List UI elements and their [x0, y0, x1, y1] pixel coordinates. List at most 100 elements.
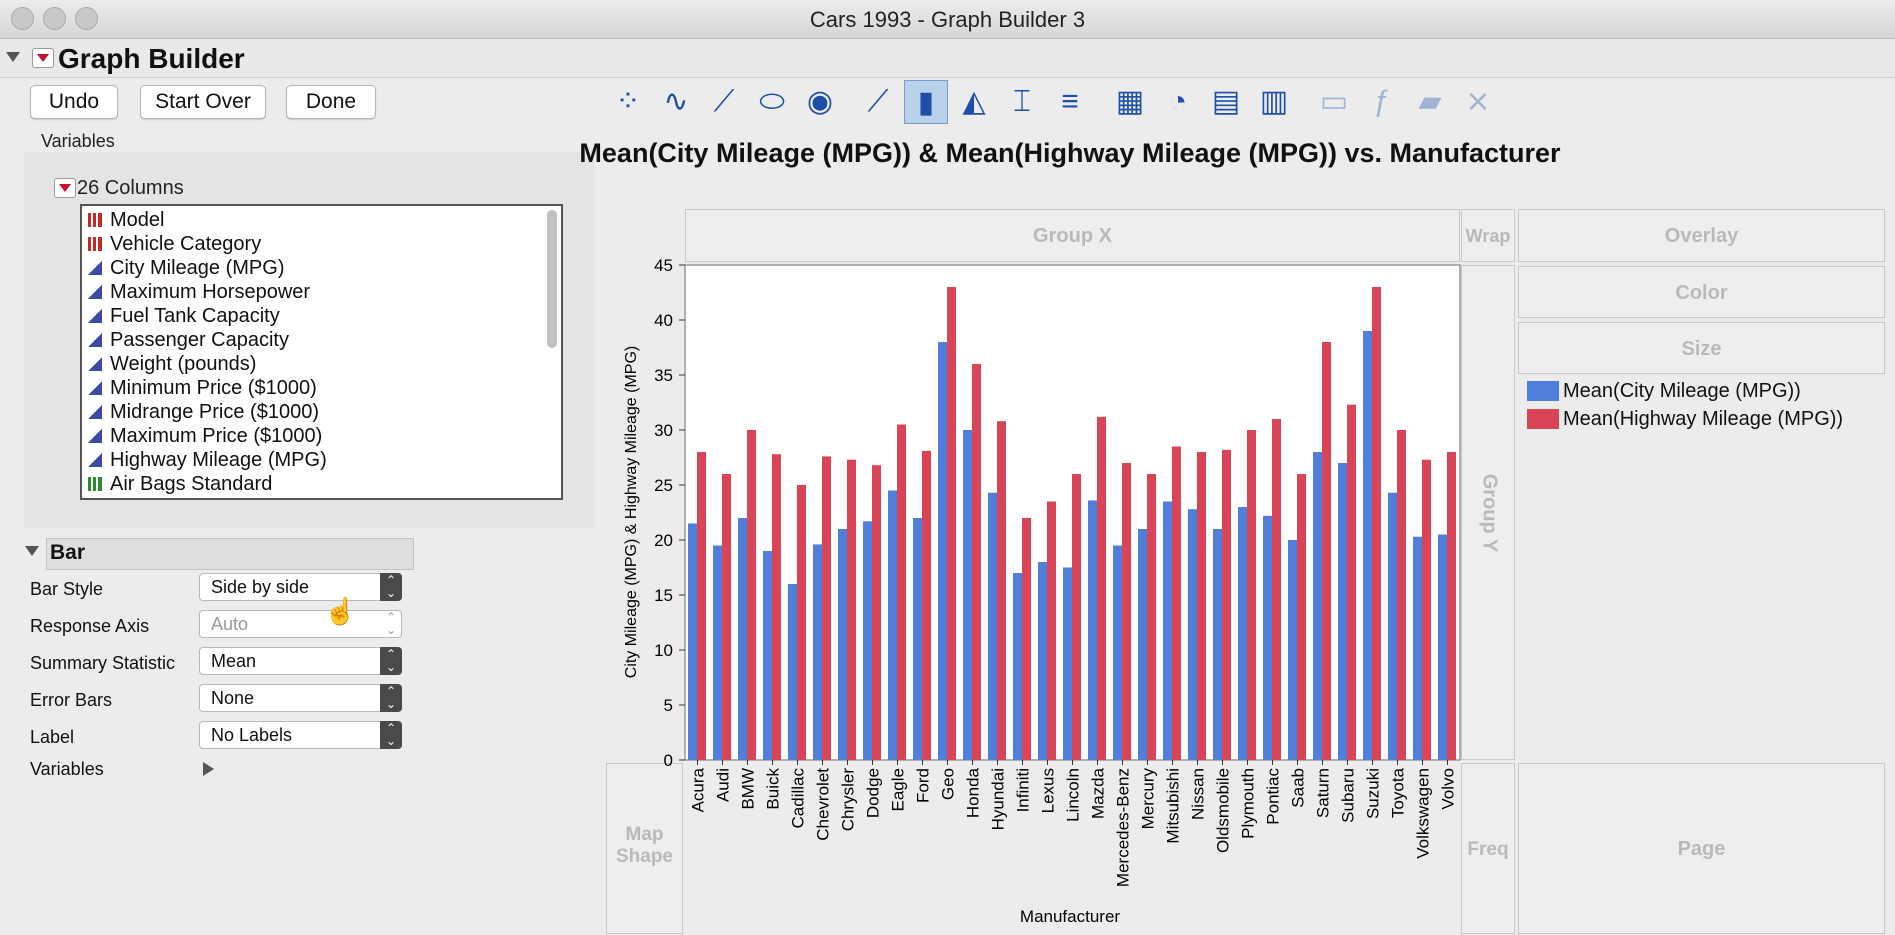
bar-section-header[interactable]: Bar — [46, 538, 414, 570]
legend-swatch-highway — [1527, 409, 1559, 429]
ordinal-column-icon — [88, 477, 102, 491]
parallel-icon[interactable]: ⨯ — [1465, 85, 1491, 118]
bar-highway-mileage — [1372, 287, 1381, 760]
column-item[interactable]: Air Bags Standard — [88, 472, 272, 496]
done-button[interactable]: Done — [286, 85, 376, 119]
bar-highway-mileage — [1322, 342, 1331, 760]
y-tick-label: 30 — [654, 421, 673, 440]
error-bars-select[interactable]: None ⌃ ⌄ — [199, 684, 402, 712]
y-tick-label: 20 — [654, 531, 673, 550]
minimize-window-button[interactable] — [43, 7, 66, 30]
column-item[interactable]: Minimum Price ($1000) — [88, 376, 317, 400]
summary-statistic-select[interactable]: Mean ⌃ ⌄ — [199, 647, 402, 675]
columns-menu-icon[interactable] — [54, 178, 76, 198]
bar-city-mileage — [1063, 567, 1072, 760]
bar-city-mileage — [1263, 515, 1272, 760]
expand-variables-icon[interactable] — [203, 762, 214, 776]
bar-highway-mileage — [847, 459, 856, 760]
bar-highway-mileage — [947, 287, 956, 760]
caption-box-icon[interactable]: ▭ — [1319, 85, 1349, 118]
smoother-icon[interactable]: ∿ — [663, 85, 689, 118]
column-item[interactable]: Maximum Price ($1000) — [88, 424, 322, 448]
column-item[interactable]: Fuel Tank Capacity — [88, 304, 280, 328]
continuous-column-icon — [88, 309, 102, 323]
bar-disclosure-icon[interactable] — [25, 546, 39, 556]
y-tick-label: 25 — [654, 476, 673, 495]
red-triangle-menu-icon[interactable] — [32, 48, 54, 68]
continuous-column-icon — [88, 381, 102, 395]
map-shape-zone[interactable]: Map Shape — [606, 763, 683, 934]
column-name: Maximum Price ($1000) — [110, 425, 323, 447]
x-tick-label: Infiniti — [1014, 768, 1033, 812]
bar-highway-mileage — [1447, 452, 1456, 760]
y-tick-label: 40 — [654, 311, 673, 330]
histogram-icon[interactable]: ≡ — [1061, 85, 1079, 118]
start-over-button[interactable]: Start Over — [140, 85, 266, 119]
formula-icon[interactable]: ƒ — [1373, 85, 1391, 118]
box-plot-icon[interactable]: ⌶ — [1013, 85, 1031, 118]
page-zone[interactable]: Page — [1518, 763, 1885, 934]
bar-city-mileage — [1213, 529, 1222, 760]
pie-icon[interactable]: ◔ — [1168, 85, 1188, 118]
label-select[interactable]: No Labels ⌃ ⌄ — [199, 721, 402, 749]
treemap-icon[interactable]: ▤ — [1211, 85, 1241, 118]
bar-city-mileage — [1188, 509, 1197, 760]
wrap-zone[interactable]: Wrap — [1461, 209, 1515, 262]
undo-button[interactable]: Undo — [30, 85, 118, 119]
bar-highway-mileage — [872, 465, 881, 760]
heatmap-icon[interactable]: ▦ — [1115, 85, 1145, 118]
column-list-scrollbar[interactable] — [547, 210, 557, 348]
nominal-column-icon — [88, 237, 102, 251]
zoom-window-button[interactable] — [75, 7, 98, 30]
bar-highway-mileage — [972, 364, 981, 760]
line-of-fit-icon[interactable]: ⟋ — [713, 85, 735, 118]
line-icon[interactable]: ⟋ — [867, 85, 889, 118]
continuous-column-icon — [88, 429, 102, 443]
column-item[interactable]: Maximum Horsepower — [88, 280, 310, 304]
column-item[interactable]: Passenger Capacity — [88, 328, 289, 352]
bar-highway-mileage — [897, 424, 906, 760]
map-shapes-icon[interactable]: ▰ — [1418, 85, 1442, 118]
bar-city-mileage — [1288, 540, 1297, 760]
column-item[interactable]: Weight (pounds) — [88, 352, 256, 376]
group-x-zone[interactable]: Group X — [685, 209, 1460, 262]
bar-highway-mileage — [922, 450, 931, 760]
freq-zone[interactable]: Freq — [1461, 763, 1515, 934]
bar-city-mileage — [738, 518, 747, 760]
mosaic-icon[interactable]: ▥ — [1259, 85, 1289, 118]
y-tick-label: 35 — [654, 366, 673, 385]
column-item[interactable]: Highway Mileage (MPG) — [88, 448, 327, 472]
points-icon[interactable]: ⁘ — [615, 85, 641, 118]
x-tick-label: Hyundai — [989, 768, 1008, 830]
size-zone[interactable]: Size — [1518, 322, 1885, 374]
columns-header: 26 Columns — [77, 177, 184, 199]
ellipse-icon[interactable]: ⬭ — [759, 85, 785, 118]
y-axis-label: City Mileage (MPG) & Highway Mileage (MP… — [623, 346, 640, 679]
column-item[interactable]: Model — [88, 208, 164, 232]
collapse-disclosure-icon[interactable] — [6, 52, 20, 62]
column-list[interactable]: Model Vehicle Category City Mileage (MPG) M… — [80, 204, 563, 500]
x-tick-label: Audi — [714, 768, 733, 802]
bar-city-mileage — [963, 430, 972, 760]
column-item[interactable]: City Mileage (MPG) — [88, 256, 284, 280]
bar-highway-mileage — [797, 485, 806, 760]
summary-statistic-label: Summary Statistic — [30, 653, 176, 673]
bar-style-select[interactable]: Side by side ⌃ ⌄ — [199, 573, 402, 601]
group-y-zone[interactable]: Group Y — [1461, 265, 1515, 760]
x-tick-label: Nissan — [1189, 768, 1208, 820]
bar-section-title: Bar — [50, 541, 86, 564]
overlay-zone[interactable]: Overlay — [1518, 209, 1885, 262]
area-icon[interactable]: ◭ — [962, 85, 986, 118]
bar-city-mileage — [838, 529, 847, 760]
column-item[interactable]: Midrange Price ($1000) — [88, 400, 319, 424]
close-window-button[interactable] — [11, 7, 34, 30]
bar-highway-mileage — [722, 474, 731, 760]
x-tick-label: Mercury — [1139, 768, 1158, 830]
contour-icon[interactable]: ◉ — [806, 85, 834, 118]
color-zone[interactable]: Color — [1518, 266, 1885, 318]
column-item[interactable]: Vehicle Category — [88, 232, 261, 256]
column-name: Weight (pounds) — [110, 353, 257, 375]
bar-icon[interactable]: ▮ — [904, 80, 948, 124]
column-name: Vehicle Category — [110, 233, 262, 255]
chevron-updown-icon: ⌃ ⌄ — [380, 573, 402, 601]
